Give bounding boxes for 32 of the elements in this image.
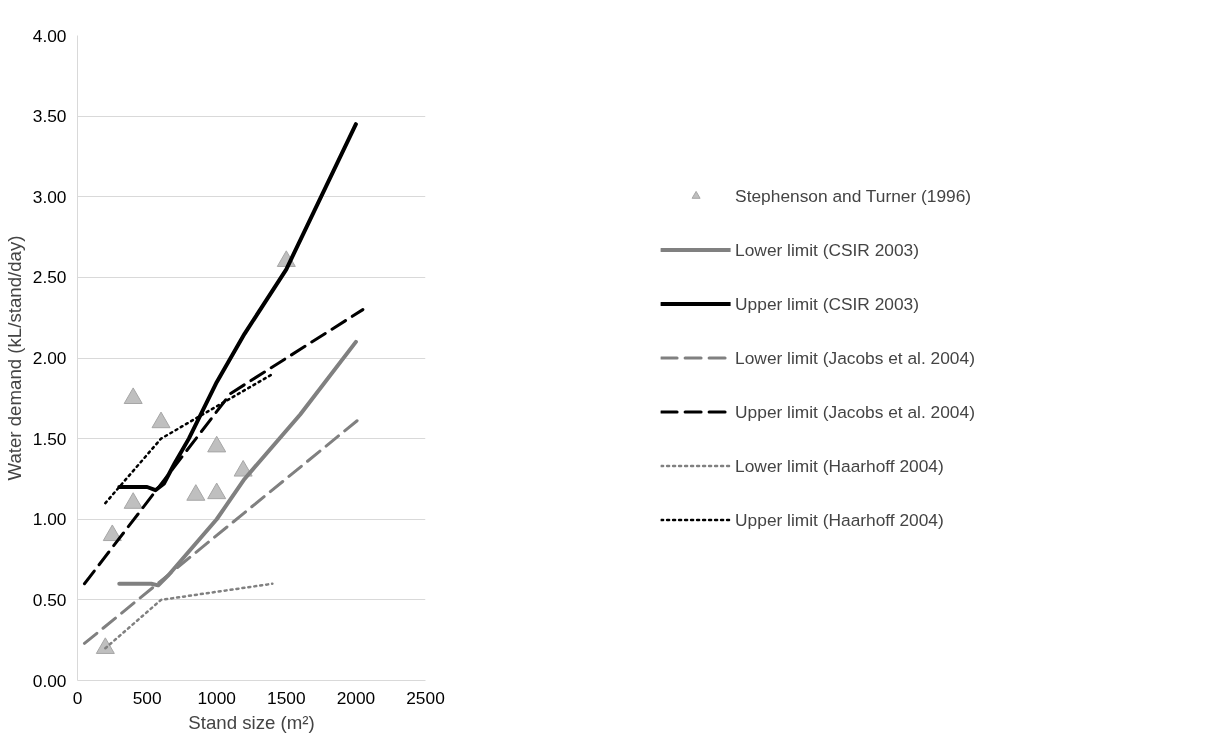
x-axis-title: Stand size (m²) bbox=[188, 711, 315, 733]
x-tick-label: 0 bbox=[72, 687, 83, 708]
y-tick-label: 2.00 bbox=[32, 348, 67, 368]
legend-label: Stephenson and Turner (1996) bbox=[735, 185, 972, 206]
x-tick-label: 1000 bbox=[197, 687, 236, 708]
point bbox=[151, 411, 171, 429]
y-tick-label: 1.00 bbox=[32, 509, 67, 530]
point bbox=[95, 637, 115, 654]
point bbox=[186, 484, 206, 501]
x-tick-label: 2500 bbox=[406, 687, 445, 708]
point bbox=[207, 435, 227, 453]
legend-label: Lower limit (CSIR 2003) bbox=[735, 239, 920, 260]
legend-label: Upper limit (Jacobs et al. 2004) bbox=[735, 401, 975, 422]
y-tick-label: 2.50 bbox=[32, 267, 67, 288]
x-tick-label: 1500 bbox=[267, 687, 306, 708]
y-tick-label: 4.00 bbox=[32, 25, 67, 46]
legend-label: Lower limit (Haarhoff 2004) bbox=[735, 455, 944, 476]
y-tick-label: 1.50 bbox=[32, 428, 67, 449]
legend-label: Upper limit (Haarhoff 2004) bbox=[735, 509, 944, 530]
y-tick-label: 3.50 bbox=[32, 106, 67, 127]
legend-label: Upper limit (CSIR 2003) bbox=[735, 293, 920, 314]
y-tick-label: 0.50 bbox=[32, 589, 67, 610]
x-tick-label: 2000 bbox=[336, 687, 376, 708]
x-tick-label: 500 bbox=[132, 687, 162, 708]
legend-label: Lower limit (Jacobs et al. 2004) bbox=[735, 347, 975, 368]
y-tick-label: 3.00 bbox=[32, 186, 67, 207]
point bbox=[102, 524, 122, 542]
point bbox=[123, 492, 143, 509]
y-tick-label: 0.00 bbox=[32, 670, 67, 691]
point bbox=[207, 482, 227, 500]
point bbox=[123, 387, 143, 405]
y-axis-title: Water demand (kL/stand/day) bbox=[3, 235, 25, 481]
